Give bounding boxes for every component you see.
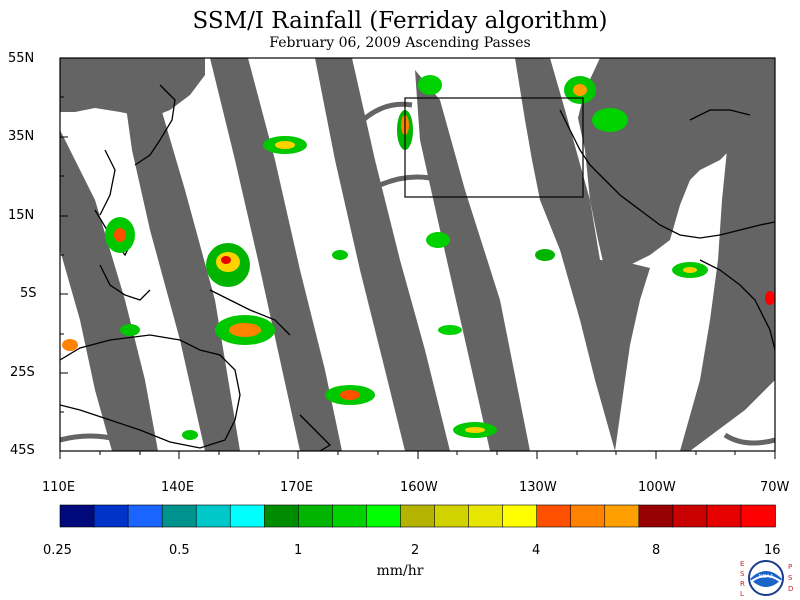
lon-label: 170E <box>280 480 314 495</box>
rain-patches <box>62 75 775 440</box>
axis-ticks <box>59 57 776 459</box>
noaa-logo: NOAA E S R L P S D <box>740 560 793 598</box>
colorbar-swatch <box>332 504 368 528</box>
chart-title: SSM/I Rainfall (Ferriday algorithm) <box>192 8 608 34</box>
lon-label: 130W <box>519 480 557 495</box>
land-masses <box>60 58 775 270</box>
colorbar-swatch <box>366 504 402 528</box>
colorbar-tick-label: 8 <box>652 543 661 558</box>
logo-letter: S <box>788 574 793 582</box>
colorbar-tick-label: 16 <box>764 543 781 558</box>
lat-label: 55N <box>8 51 35 66</box>
colorbar-tick-label: 0.5 <box>169 543 190 558</box>
colorbar-swatch <box>604 504 640 528</box>
colorbar-swatch <box>127 504 163 528</box>
logo-letter: R <box>740 580 745 588</box>
lon-label: 160W <box>400 480 438 495</box>
colorbar-swatch <box>59 504 95 528</box>
colorbar-swatch <box>672 504 708 528</box>
swath-arcs <box>60 101 775 446</box>
colorbar <box>59 504 776 528</box>
region-box <box>404 97 584 198</box>
lon-label: 100W <box>638 480 676 495</box>
lon-label: 140E <box>161 480 195 495</box>
lat-label: 45S <box>10 443 35 458</box>
lat-label: 25S <box>10 365 35 380</box>
colorbar-swatch <box>161 504 197 528</box>
logo-letter: D <box>788 585 793 593</box>
colorbar-tick-label: 4 <box>532 543 541 558</box>
coastlines <box>60 84 775 451</box>
colorbar-swatch <box>468 504 504 528</box>
chart-subtitle: February 06, 2009 Ascending Passes <box>269 35 531 51</box>
lat-label: 5S <box>20 286 37 301</box>
logo-letter: E <box>740 560 744 568</box>
colorbar-swatch <box>638 504 674 528</box>
colorbar-swatch <box>434 504 470 528</box>
lat-label: 35N <box>8 129 35 144</box>
lat-label: 15N <box>8 208 35 223</box>
lon-label: 110E <box>42 480 76 495</box>
lon-label: 70W <box>760 480 790 495</box>
colorbar-swatch <box>570 504 606 528</box>
logo-letter: S <box>740 570 745 578</box>
colorbar-tick-label: 2 <box>411 543 420 558</box>
colorbar-swatch <box>298 504 334 528</box>
logo-letter: L <box>740 590 744 598</box>
colorbar-swatch <box>706 504 742 528</box>
colorbar-swatch <box>536 504 572 528</box>
colorbar-swatch <box>195 504 232 528</box>
colorbar-units: mm/hr <box>376 563 424 579</box>
colorbar-swatch <box>740 504 776 528</box>
colorbar-swatch <box>502 504 538 528</box>
colorbar-swatch <box>263 504 300 528</box>
colorbar-tick-label: 1 <box>294 543 303 558</box>
logo-text: NOAA <box>759 574 774 580</box>
swath-gaps <box>60 58 775 451</box>
colorbar-swatch <box>229 504 266 528</box>
colorbar-swatch <box>400 504 436 528</box>
colorbar-swatch <box>93 504 129 528</box>
logo-letter: P <box>788 563 792 571</box>
colorbar-tick-label: 0.25 <box>43 543 72 558</box>
